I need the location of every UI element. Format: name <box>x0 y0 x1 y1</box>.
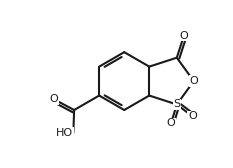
Text: O: O <box>188 111 197 121</box>
Text: O: O <box>167 118 175 128</box>
Text: O: O <box>189 76 198 86</box>
Text: S: S <box>173 99 180 110</box>
Text: HO: HO <box>56 128 73 138</box>
Text: O: O <box>49 94 58 104</box>
Text: O: O <box>180 31 188 41</box>
